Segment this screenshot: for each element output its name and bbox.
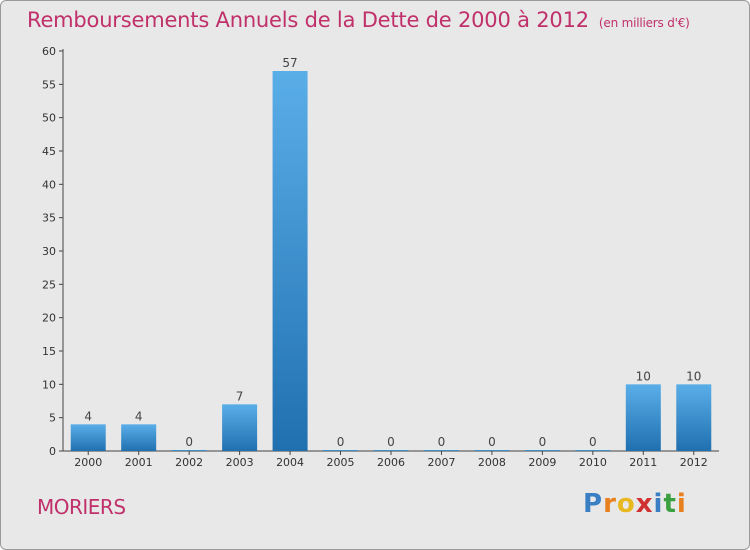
bar [323,450,359,451]
x-tick-label: 2004 [276,456,304,469]
logo-letter: t [663,489,677,519]
data-label: 0 [185,435,193,449]
x-tick-label: 2005 [327,456,355,469]
chart-bars [70,71,712,451]
data-label: 0 [387,435,395,449]
data-label: 10 [686,369,701,383]
bar [121,424,157,451]
data-label: 0 [539,435,547,449]
x-tick-label: 2001 [125,456,153,469]
x-tick-label: 2011 [629,456,657,469]
y-tick-label: 60 [42,45,56,58]
logo-letter: r [603,489,617,519]
data-label: 0 [337,435,345,449]
bar [625,384,661,451]
bar [423,450,459,451]
y-tick-label: 15 [42,345,56,358]
data-label: 0 [488,435,496,449]
x-tick-label: 2000 [74,456,102,469]
x-tick-label: 2012 [680,456,708,469]
place-name: MORIERS [37,495,126,519]
y-tick-label: 45 [42,145,56,158]
bar [222,404,258,451]
bar [474,450,510,451]
x-tick-label: 2003 [226,456,254,469]
bar [171,450,207,451]
y-tick-label: 0 [49,445,56,458]
chart-unit: (en milliers d'€) [598,16,690,30]
y-tick-label: 20 [42,312,56,325]
bar [524,450,560,451]
logo-letter: x [635,489,654,519]
data-label: 10 [636,369,651,383]
y-tick-label: 25 [42,278,56,291]
data-label: 0 [589,435,597,449]
logo-letter: i [653,489,664,519]
data-label: 7 [236,389,244,403]
data-label: 4 [135,409,143,423]
y-tick-label: 5 [49,412,56,425]
x-tick-label: 2010 [579,456,607,469]
x-tick-label: 2009 [528,456,556,469]
bar [575,450,611,451]
data-label: 4 [84,409,92,423]
x-tick-label: 2008 [478,456,506,469]
logo-letter: i [676,489,687,519]
logo-letter: o [616,489,636,519]
y-tick-label: 40 [42,178,56,191]
y-tick-label: 30 [42,245,56,258]
y-tick-label: 50 [42,112,56,125]
data-label: 57 [282,56,297,70]
bar [272,71,308,451]
chart-labels: 2000 4 2001 4 2002 0 2003 7 2004 57 2005 0 2006 0 2007… [74,56,708,469]
bar [373,450,409,451]
x-tick-label: 2007 [427,456,455,469]
data-label: 0 [438,435,446,449]
y-tick-label: 55 [42,78,56,91]
logo-letter: P [583,489,604,519]
chart-title-text: Remboursements Annuels de la Dette de 20… [27,8,589,32]
y-tick-label: 35 [42,212,56,225]
bar [676,384,712,451]
proxiti-logo: Proxiti [583,489,687,519]
bar [70,424,106,451]
chart-title: Remboursements Annuels de la Dette de 20… [27,8,690,32]
x-tick-label: 2006 [377,456,405,469]
x-tick-label: 2002 [175,456,203,469]
y-tick-label: 10 [42,378,56,391]
